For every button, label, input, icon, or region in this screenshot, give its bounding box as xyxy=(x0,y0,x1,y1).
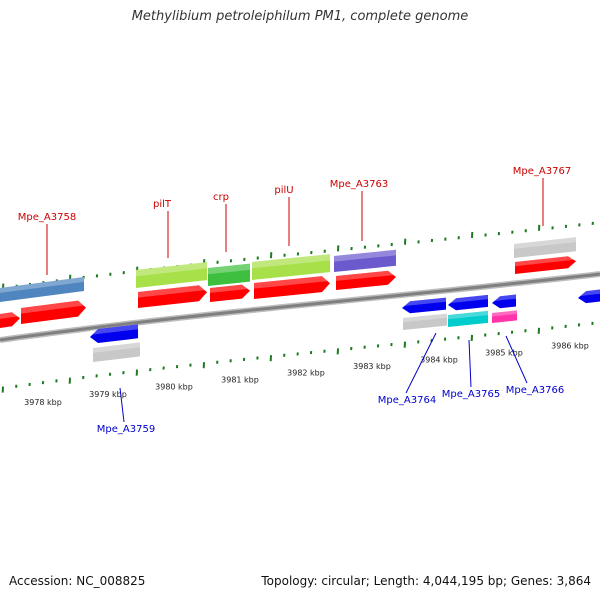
scale-tick-label: 3985 kbp xyxy=(485,349,523,358)
cds-arrow-forward xyxy=(254,276,330,299)
cds-arrow-forward-highlight xyxy=(21,299,86,314)
cds-arrow-reverse-highlight xyxy=(492,294,516,302)
gene-block-steelblue-highlight xyxy=(0,277,84,293)
gene-block-Mpe_A3766-highlight xyxy=(492,310,517,317)
backbone-line xyxy=(0,272,600,342)
gene-block-crp-highlight xyxy=(208,263,250,275)
scale-tick-label: 3978 kbp xyxy=(24,398,62,407)
cds-arrow-reverse-highlight xyxy=(578,289,600,297)
gene-label-forward: Mpe_A3767 xyxy=(513,166,571,177)
cds-arrow-reverse-highlight xyxy=(402,297,446,307)
cds-arrow-forward xyxy=(0,312,20,328)
gene-label-reverse: Mpe_A3764 xyxy=(378,395,436,406)
gene-block-pilT-highlight xyxy=(136,262,207,277)
scale-tick-label: 3979 kbp xyxy=(89,390,127,399)
gene-block-Mpe_A3764 xyxy=(403,313,447,330)
cds-arrow-forward-highlight xyxy=(254,275,330,289)
cds-arrow-forward-highlight xyxy=(336,270,396,281)
accession-text: Accession: NC_008825 xyxy=(9,574,146,588)
gene-block-Mpe_A3759-highlight xyxy=(93,342,140,353)
gene-leader-line xyxy=(505,335,528,384)
gene-label-forward: pilU xyxy=(274,185,293,196)
cds-arrow-forward xyxy=(515,256,576,274)
gene-block-Mpe_A3765 xyxy=(448,310,488,327)
gene-block-Mpe_A3763 xyxy=(334,249,396,272)
gene-label-reverse: Mpe_A3766 xyxy=(506,385,564,396)
cds-arrow-reverse xyxy=(448,294,488,311)
gene-block-Mpe_A3763-highlight xyxy=(334,249,396,262)
cds-arrow-forward-highlight xyxy=(210,283,250,293)
gene-label-forward: Mpe_A3758 xyxy=(18,212,76,223)
gene-label-reverse: Mpe_A3765 xyxy=(442,389,500,400)
cds-arrow-reverse xyxy=(402,297,446,314)
cds-arrow-reverse xyxy=(90,324,138,343)
gene-block-pilT xyxy=(136,262,207,288)
scale-tick-label: 3981 kbp xyxy=(221,375,259,384)
cds-arrow-forward-highlight xyxy=(0,311,20,319)
scale-tick-label: 3986 kbp xyxy=(551,341,589,350)
gene-block-Mpe_A3766 xyxy=(492,310,517,323)
scale-tick-label: 3980 kbp xyxy=(155,382,193,391)
gene-label-reverse: Mpe_A3759 xyxy=(97,424,155,435)
gene-leader-line xyxy=(405,332,437,394)
gene-block-pilU xyxy=(252,254,330,280)
gene-block-Mpe_A3767 xyxy=(514,237,576,258)
cds-arrow-reverse-highlight xyxy=(90,324,138,335)
gene-label-forward: crp xyxy=(213,192,229,203)
gene-leader-line xyxy=(468,339,472,388)
scale-tick-label: 3982 kbp xyxy=(287,369,325,378)
gene-block-Mpe_A3767-highlight xyxy=(514,237,576,249)
gene-label-forward: pilT xyxy=(153,199,172,210)
cds-arrow-reverse xyxy=(492,294,516,309)
gene-block-pilU-highlight xyxy=(252,254,330,269)
cds-arrow-reverse xyxy=(578,289,600,304)
cds-arrow-forward xyxy=(21,300,86,324)
map-title: Methylibium petroleiphilum PM1, complete… xyxy=(131,9,469,24)
topology-text: Topology: circular; Length: 4,044,195 bp… xyxy=(261,574,591,588)
cds-arrow-forward-highlight xyxy=(138,284,207,298)
gene-block-crp xyxy=(208,263,250,286)
cds-arrow-reverse-highlight xyxy=(448,294,488,304)
scale-tick-label: 3983 kbp xyxy=(353,362,391,371)
gene-leader-line xyxy=(119,387,125,423)
gene-block-Mpe_A3765-highlight xyxy=(448,310,488,320)
scale-tick-label: 3984 kbp xyxy=(420,355,458,364)
gene-block-Mpe_A3759 xyxy=(93,342,140,362)
gene-block-steelblue xyxy=(0,277,84,302)
cds-arrow-forward xyxy=(138,285,207,308)
cds-arrow-forward xyxy=(336,270,396,290)
cds-arrow-forward xyxy=(210,284,250,302)
cds-arrow-forward-highlight xyxy=(515,255,576,267)
gene-label-forward: Mpe_A3763 xyxy=(330,179,388,190)
gene-block-Mpe_A3764-highlight xyxy=(403,313,447,323)
